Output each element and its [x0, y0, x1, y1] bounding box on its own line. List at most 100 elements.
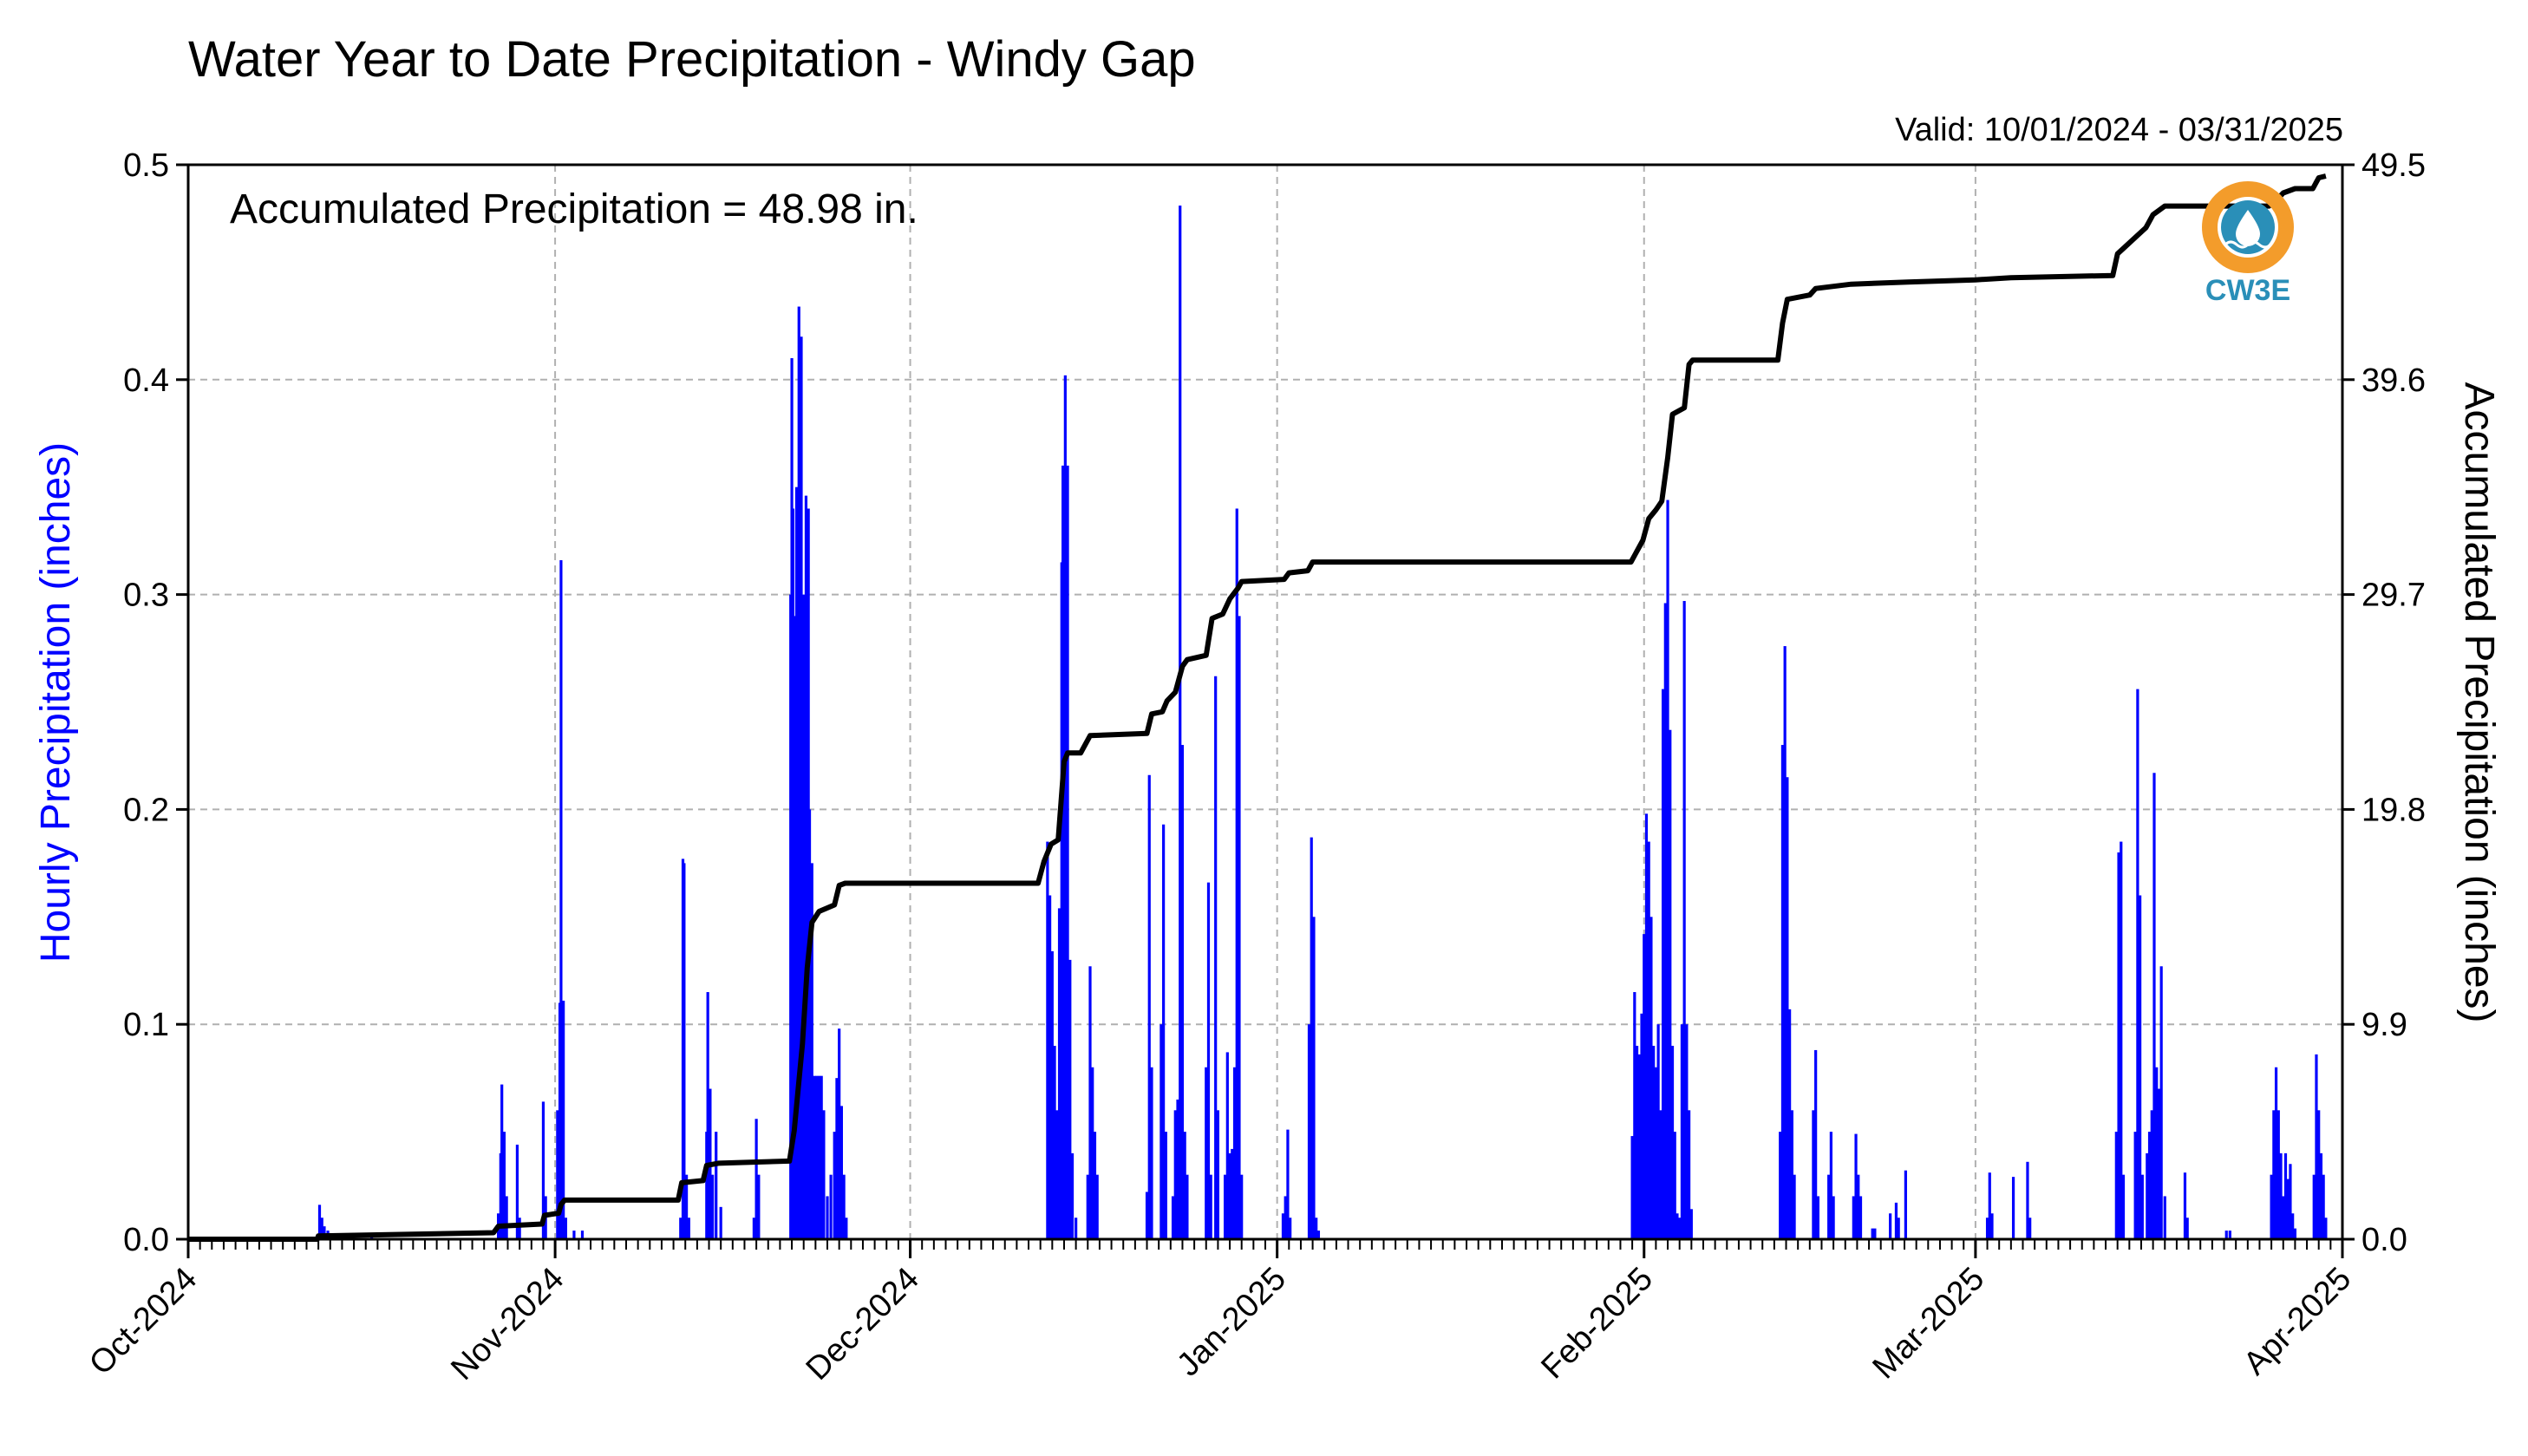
hourly-bar: [822, 1110, 826, 1239]
hourly-bar: [1055, 1110, 1059, 1239]
hourly-bar: [1050, 950, 1054, 1239]
valid-range: Valid: 10/01/2024 - 03/31/2025: [1895, 112, 2343, 148]
hourly-bar: [1644, 813, 1649, 1239]
hourly-bar: [1643, 934, 1646, 1239]
hourly-bar: [2117, 852, 2120, 1239]
hourly-bar: [1654, 1067, 1657, 1239]
hourly-bar: [1150, 1067, 1153, 1239]
hourly-bar: [500, 1084, 504, 1239]
hourly-bar: [791, 508, 795, 1239]
x-tick-label: Mar-2025: [1866, 1261, 1992, 1387]
hourly-bar: [813, 1075, 816, 1239]
hourly-bar: [580, 1231, 585, 1239]
hourly-bar: [2293, 1228, 2297, 1239]
hourly-bar: [833, 1132, 836, 1239]
hourly-bar: [1832, 1196, 1835, 1239]
hourly-bar: [1075, 1218, 1078, 1239]
hourly-bar: [2163, 1196, 2166, 1239]
hourly-bar: [320, 1218, 323, 1239]
hourly-bar: [1225, 1052, 1229, 1239]
hourly-bar: [2183, 1172, 2187, 1239]
x-tick-label: Feb-2025: [1534, 1261, 1660, 1387]
hourly-bar: [1779, 1132, 1782, 1239]
y-tick-label: 0.5: [123, 147, 169, 184]
hourly-bar: [757, 1174, 761, 1239]
hourly-bar: [1162, 824, 1166, 1239]
hourly-bar: [317, 1205, 322, 1239]
hourly-bar: [1857, 1174, 1860, 1239]
hourly-bar: [1095, 1174, 1099, 1239]
hourly-bar: [502, 1132, 506, 1239]
hourly-bar: [1289, 1218, 1292, 1239]
hourly-bar: [1046, 841, 1049, 1239]
hourly-bar: [2319, 1152, 2323, 1239]
hourly-bar: [683, 863, 686, 1239]
hourly-bar: [2312, 1174, 2316, 1239]
hourly-bar: [1633, 992, 1636, 1239]
hourly-bar: [1871, 1228, 1874, 1239]
hourly-bar: [1661, 689, 1665, 1239]
hourly-bar: [2139, 895, 2142, 1239]
hourly-bar: [2270, 1174, 2273, 1239]
hourly-bar: [1231, 1148, 1234, 1239]
hourly-bar: [2146, 1152, 2149, 1239]
y-tick-label: 0.2: [123, 792, 169, 828]
hourly-bar: [1780, 745, 1785, 1239]
hourly-bar: [2279, 1152, 2283, 1239]
x-tick-label: Oct-2024: [82, 1261, 204, 1382]
hourly-bar: [1649, 917, 1653, 1239]
hourly-bar: [2282, 1196, 2285, 1239]
hourly-bar: [1680, 1024, 1684, 1239]
hourly-bar: [2317, 1110, 2321, 1239]
hourly-bar: [1783, 646, 1787, 1239]
grid-lines: [188, 165, 2342, 1239]
hourly-bar: [2028, 1218, 2032, 1239]
hourly-bar: [1652, 1045, 1656, 1239]
hourly-bar: [1873, 1228, 1877, 1239]
hourly-bar: [1786, 777, 1789, 1239]
hourly-bar: [1176, 1099, 1179, 1239]
hourly-bar: [2136, 689, 2139, 1239]
hourly-bar: [1223, 1174, 1227, 1239]
hourly-bar: [2274, 1067, 2278, 1239]
hourly-bar: [845, 1218, 848, 1239]
chart-title: Water Year to Date Precipitation - Windy…: [188, 31, 1196, 88]
hourly-bar: [1889, 1213, 1892, 1239]
accumulated-line: [188, 173, 2327, 1242]
hourly-bar: [518, 1218, 521, 1239]
hourly-bar: [1659, 1110, 1662, 1239]
hourly-bar: [1816, 1196, 1819, 1239]
hourly-bar: [752, 1218, 755, 1239]
y-tick-label: 0.4: [123, 362, 169, 399]
hourly-bar: [794, 486, 799, 1239]
hourly-bar: [323, 1226, 326, 1239]
water-drop-icon: [2236, 210, 2260, 246]
hourly-bar: [679, 1218, 683, 1239]
hourly-bar: [2026, 1161, 2029, 1239]
y2-tick-label: 9.9: [2361, 1007, 2407, 1043]
hourly-bar: [1793, 1174, 1796, 1239]
hourly-bar: [2114, 1132, 2118, 1239]
x-tick-label: Apr-2025: [2237, 1261, 2358, 1382]
y2-tick-label: 29.7: [2361, 578, 2426, 614]
hourly-bar: [754, 1119, 758, 1239]
hourly-bar: [1235, 508, 1238, 1239]
hourly-bar: [1635, 1045, 1639, 1239]
hourly-bar: [564, 1218, 567, 1239]
hourly-bar: [1216, 1110, 1220, 1239]
hourly-bar: [1147, 774, 1151, 1239]
hourly-bar: [1048, 895, 1052, 1239]
plot-frame: [186, 163, 2344, 1241]
hourly-bar: [838, 1028, 841, 1239]
y-tick-label: 0.0: [123, 1222, 169, 1258]
hourly-bar: [2120, 841, 2123, 1239]
hourly-bar: [1310, 837, 1313, 1239]
hourly-bar: [2185, 1218, 2189, 1239]
hourly-bar: [1180, 745, 1185, 1239]
hourly-bar: [1240, 1174, 1244, 1239]
hourly-bar: [1068, 959, 1072, 1239]
hourly-bar: [1316, 1231, 1321, 1239]
logo-text: CW3E: [2205, 274, 2290, 307]
hourly-bar: [1812, 1110, 1815, 1239]
x-tick-label: Jan-2025: [1170, 1261, 1293, 1384]
